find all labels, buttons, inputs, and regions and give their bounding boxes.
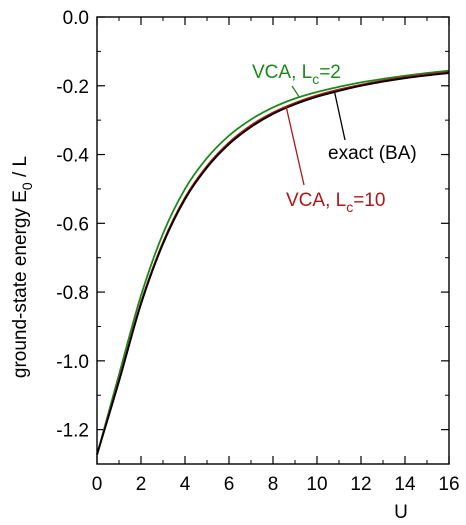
y-axis-label-sub: 0: [19, 182, 35, 190]
x-tick-label: 6: [224, 474, 235, 495]
annotation-vca-lc2-main: VCA, L: [252, 62, 312, 83]
x-tick-label: 12: [350, 474, 371, 495]
y-tick-label: -0.4: [56, 146, 89, 167]
series-line-vca10: [96, 71, 450, 455]
annotation-exact-ba: exact (BA): [328, 143, 417, 164]
leader-vca10: [285, 106, 305, 186]
series-line-exact: [96, 72, 450, 455]
series-layer: [96, 69, 450, 455]
leader-exact: [333, 91, 346, 141]
plot-frame: [96, 16, 450, 465]
y-axis-label-main: ground-state energy E: [10, 190, 31, 378]
annotation-vca-lc2: VCA, Lc=2: [252, 62, 341, 87]
annotation-vca-lc2-sub: c: [312, 71, 319, 87]
ticks: [96, 16, 450, 465]
x-tick-label: 10: [306, 474, 327, 495]
annotation-leaders: [285, 85, 346, 186]
y-tick-label: -1.2: [56, 421, 89, 442]
y-tick-label: -0.2: [56, 77, 89, 98]
annotation-vca-lc2-tail: =2: [319, 62, 341, 83]
y-tick-label: -0.6: [56, 214, 89, 235]
annotation-vca-lc10: VCA, Lc=10: [286, 190, 385, 215]
annotation-vca-lc10-tail: =10: [353, 190, 385, 211]
y-tick-label: -1.0: [56, 352, 89, 373]
y-axis-label-tail: / L: [10, 156, 31, 182]
x-tick-label: 0: [92, 474, 103, 495]
tick-labels: 0 2 4 6 8 10 12 14 16 0.0 -0.2 -0.4 -0.6 -0.8 -1.0 -1.2: [56, 8, 459, 495]
x-tick-label: 14: [394, 474, 416, 495]
y-tick-label: -0.8: [56, 283, 89, 304]
y-tick-label: 0.0: [63, 8, 89, 29]
annotation-vca-lc10-sub: c: [346, 199, 353, 215]
y-axis-label: ground-state energy E0 / L: [10, 156, 35, 378]
series-line-vca2: [96, 69, 450, 455]
x-tick-label: 16: [438, 474, 459, 495]
x-axis-label: U: [394, 502, 408, 523]
x-tick-label: 4: [180, 474, 191, 495]
leader-vca2: [291, 85, 300, 98]
x-tick-label: 2: [136, 474, 147, 495]
x-tick-label: 8: [268, 474, 279, 495]
annotation-vca-lc10-main: VCA, L: [286, 190, 346, 211]
